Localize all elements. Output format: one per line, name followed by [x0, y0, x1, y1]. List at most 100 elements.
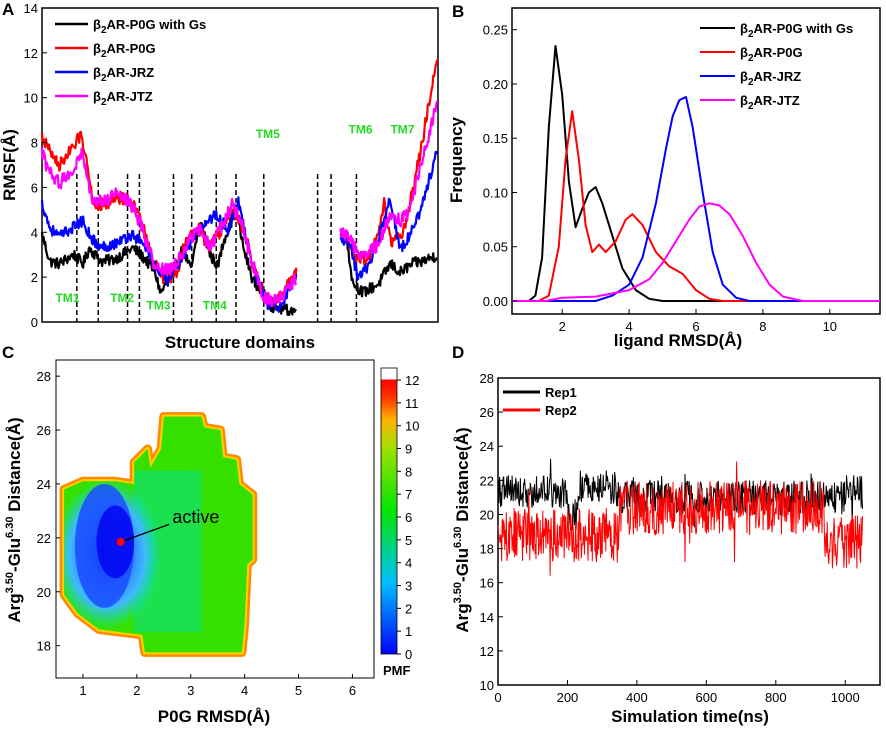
x-tick-label-600: 600 [696, 690, 718, 705]
x-tick-label-0: 0 [494, 690, 501, 705]
colorbar-tick-label-12: 12 [405, 373, 419, 388]
y-tick-label-22: 22 [37, 531, 51, 546]
y-tick-label-2: 2 [31, 270, 38, 285]
colorbar-tick-label-4: 4 [405, 556, 412, 571]
y-tick-label-6: 6 [31, 180, 38, 195]
tm-label-TM5: TM5 [256, 127, 280, 141]
distance-trace-1 [497, 461, 864, 576]
y-tick-label-26: 26 [480, 405, 494, 420]
pmf-basin-group [64, 470, 202, 633]
y-tick-label-0.2: 0.20 [483, 77, 508, 92]
panel-b-frequency-chart: 2 4 6 8 10 0.00 0.05 0.10 0.15 0.20 0.25 β2AR-P0G… [447, 7, 881, 350]
tm-label-TM7: TM7 [390, 123, 414, 137]
panel-d-ylabel: Arg3.50-Glu6.30 Distance(Å) [452, 427, 472, 632]
y-tick-label-24: 24 [480, 439, 494, 454]
x-tick-label-2: 2 [133, 683, 140, 698]
y-tick-label-0: 0 [31, 315, 38, 330]
y-tick-label-0: 0.00 [483, 294, 508, 309]
colorbar-tick-label-10: 10 [405, 419, 419, 434]
y-tick-label-20: 20 [480, 507, 494, 522]
x-tick-label-3: 3 [187, 683, 194, 698]
legend-label-0: β2AR-P0G with Gs [93, 17, 206, 36]
x-tick-label-4: 4 [625, 319, 632, 334]
x-tick-label-10: 10 [823, 319, 837, 334]
y-tick-label-10: 10 [24, 91, 38, 106]
colorbar-tick-label-7: 7 [405, 487, 412, 502]
frequency-line-1 [512, 110, 880, 302]
legend-label-2: β2AR-JRZ [740, 69, 801, 88]
pmf-basin-min [96, 505, 135, 579]
y-tick-label-14: 14 [24, 1, 38, 16]
colorbar-tick-label-5: 5 [405, 533, 412, 548]
tm-label-TM1: TM1 [55, 291, 79, 305]
legend-label-0: Rep1 [545, 385, 577, 400]
panel-d-legend: Rep1 Rep2 [503, 385, 577, 418]
colorbar-tick-label-6: 6 [405, 510, 412, 525]
tm-label-TM3: TM3 [147, 299, 171, 313]
panel-b-xlabel: ligand RMSD(Å) [614, 331, 742, 350]
rmsf-line-3 [40, 100, 439, 308]
panel-d-distance-trace: 0 200 400 600 800 1000 10 12 14 16 18 20 22 24 26 28 R… [452, 371, 881, 726]
frequency-line-3 [512, 202, 880, 302]
panel-b-letter: B [452, 2, 464, 21]
panel-d-letter: D [452, 343, 464, 362]
y-tick-label-28: 28 [480, 371, 494, 386]
colorbar-tick-label-2: 2 [405, 601, 412, 616]
frequency-line-2 [512, 96, 880, 302]
colorbar-gradient [380, 367, 398, 655]
y-tick-label-0.1: 0.10 [483, 185, 508, 200]
x-tick-label-1: 1 [79, 683, 86, 698]
y-tick-label-0.15: 0.15 [483, 131, 508, 146]
y-tick-label-0.25: 0.25 [483, 23, 508, 38]
y-tick-label-26: 26 [37, 423, 51, 438]
frequency-line-0 [512, 45, 880, 302]
y-tick-label-10: 10 [480, 678, 494, 693]
x-tick-label-8: 8 [759, 319, 766, 334]
y-tick-label-8: 8 [31, 136, 38, 151]
y-tick-label-12: 12 [24, 46, 38, 61]
x-tick-label-6: 6 [349, 683, 356, 698]
tm-label-TM2: TM2 [110, 291, 134, 305]
y-tick-label-16: 16 [480, 576, 494, 591]
legend-label-1: β2AR-P0G [740, 45, 803, 64]
panel-d-xlabel: Simulation time(ns) [611, 707, 769, 726]
y-tick-label-28: 28 [37, 369, 51, 384]
legend-label-2: β2AR-JRZ [93, 65, 154, 84]
y-tick-label-18: 18 [37, 639, 51, 654]
legend-label-1: Rep2 [545, 403, 577, 418]
x-tick-label-800: 800 [765, 690, 787, 705]
panel-b-ylabel: Frequency [447, 116, 466, 203]
x-tick-label-200: 200 [557, 690, 579, 705]
legend-label-3: β2AR-JTZ [740, 93, 800, 112]
panel-a-frame [41, 7, 439, 323]
panel-a-xlabel: Structure domains [165, 333, 315, 352]
x-tick-label-4: 4 [241, 683, 248, 698]
colorbar-tick-label-8: 8 [405, 464, 412, 479]
colorbar-tick-label-0: 0 [405, 647, 412, 662]
panel-a-ylabel: RMSF(Å) [0, 129, 19, 201]
y-tick-label-20: 20 [37, 585, 51, 600]
colorbar-label: PMF [383, 663, 411, 678]
x-tick-label-2: 2 [559, 319, 566, 334]
active-label: active [172, 507, 219, 527]
tm-label-TM4: TM4 [203, 299, 227, 313]
active-pointer-line [120, 523, 170, 543]
x-tick-label-400: 400 [626, 690, 648, 705]
x-tick-label-1000: 1000 [831, 690, 860, 705]
y-tick-label-14: 14 [480, 610, 494, 625]
panel-a-legend: β2AR-P0G with Gs β2AR-P0G β2AR-JRZ β2AR-JTZ [55, 17, 206, 108]
colorbar-tick-label-11: 11 [405, 396, 419, 411]
panel-b-legend: β2AR-P0G with Gs β2AR-P0G β2AR-JRZ β2AR-JTZ [700, 21, 853, 112]
y-tick-label-18: 18 [480, 542, 494, 557]
panel-a-rmsf-chart: 0 2 4 6 8 10 12 14 TM1 TM2 TM3 TM4 TM5 TM6 TM7 β2AR-P… [0, 1, 439, 352]
active-minimum-dot [116, 537, 125, 546]
y-tick-label-24: 24 [37, 477, 51, 492]
panel-c-letter: C [2, 343, 14, 362]
panel-c-ylabel: Arg3.50-Glu6.30 Distance(Å) [4, 417, 24, 622]
colorbar-tick-label-3: 3 [405, 579, 412, 594]
tm-label-TM6: TM6 [349, 123, 373, 137]
legend-label-3: β2AR-JTZ [93, 89, 153, 108]
